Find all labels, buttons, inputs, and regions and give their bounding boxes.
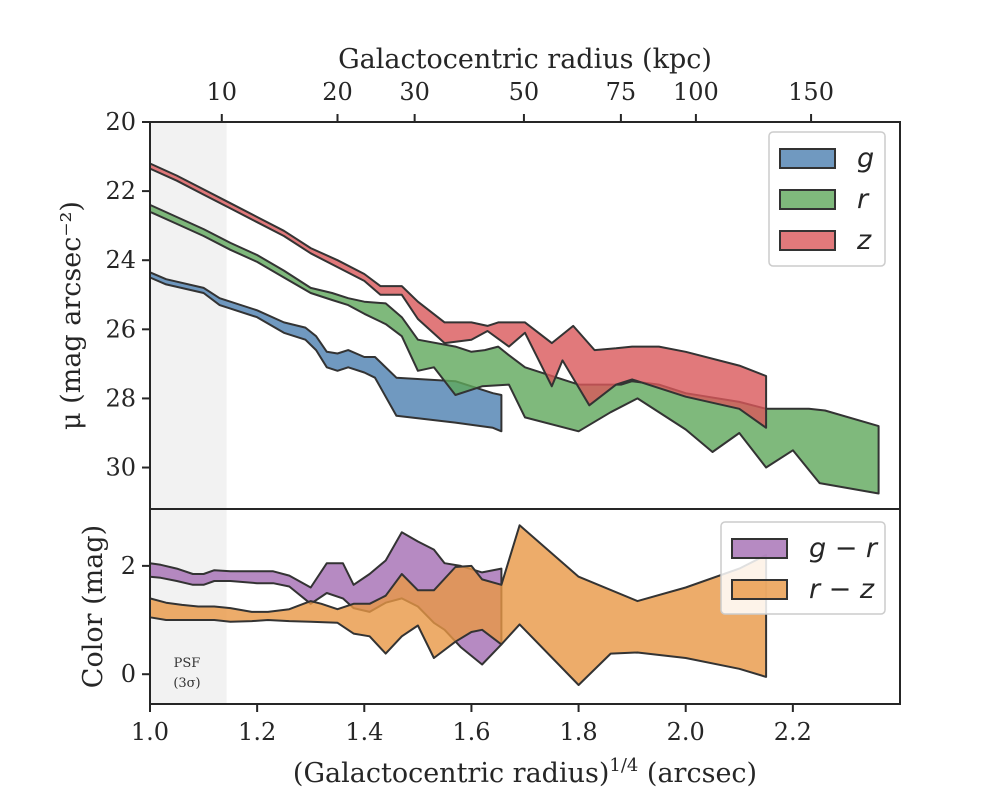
- legend-label: z: [856, 225, 872, 256]
- top-kpc-ticks: 10 20 30 50 75 100 150: [207, 78, 834, 122]
- bottom-y-axis-title: Color (mag): [78, 525, 109, 688]
- bottom-x-tick-label: 1.2: [238, 718, 276, 746]
- bottom-x-tick-label: 1.4: [345, 718, 383, 746]
- top-x-axis-title: Galactocentric radius (kpc): [338, 44, 712, 75]
- color-panel: 02 1.0 1.2 1.4 1.6 1.8 2.0 2.2 (Galactocentric…: [78, 508, 901, 789]
- kpc-tick-label: 30: [399, 78, 430, 106]
- legend-swatch: [779, 189, 836, 210]
- legend-label: g: [857, 143, 874, 174]
- kpc-tick-label: 10: [207, 78, 238, 106]
- top-y-tick-label: 26: [105, 315, 136, 343]
- top-y-tick-label: 28: [105, 384, 136, 412]
- bottom-axes-frame: [149, 508, 901, 705]
- psf-region-top: [150, 122, 227, 509]
- top-legend: grz: [768, 131, 886, 267]
- legend-swatch: [779, 230, 836, 251]
- top-y-tick-label: 20: [105, 108, 136, 136]
- bottom-x-tick-label: 1.6: [452, 718, 490, 746]
- bottom-x-tick-label: 1.0: [131, 718, 169, 746]
- kpc-tick-label: 150: [788, 78, 834, 106]
- bottom-x-axis-title: (Galactocentric radius)1/4 (arcsec): [293, 755, 757, 789]
- legend-label: g − r: [809, 533, 879, 564]
- top-series-group: [149, 162, 880, 495]
- top-y-tick-label: 22: [105, 177, 136, 205]
- psf-annotation-sigma: (3σ): [173, 676, 200, 691]
- band-r: [149, 203, 880, 495]
- kpc-tick-label: 20: [322, 78, 353, 106]
- bottom-y-tick-label: 2: [121, 552, 136, 580]
- top-y-axis-title: μ (mag arcsec⁻²): [56, 201, 87, 430]
- bottom-x-tick-label: 2.0: [667, 718, 705, 746]
- kpc-tick-label: 50: [509, 78, 540, 106]
- bottom-y-ticks: 02: [121, 552, 150, 688]
- bottom-x-tick-label: 2.2: [774, 718, 812, 746]
- bottom-y-tick-label: 0: [121, 660, 136, 688]
- bottom-x-tick-label: 1.8: [559, 718, 597, 746]
- legend-label: r: [857, 184, 870, 215]
- kpc-tick-label: 100: [673, 78, 719, 106]
- top-y-tick-label: 24: [105, 246, 136, 274]
- legend-swatch: [731, 538, 788, 559]
- bottom-legend: g − r r − z: [720, 521, 886, 615]
- band-r-minus-z: [149, 524, 768, 686]
- band-z: [149, 162, 768, 429]
- legend-swatch: [731, 579, 788, 600]
- top-y-tick-label: 30: [105, 454, 136, 482]
- kpc-tick-label: 75: [606, 78, 637, 106]
- psf-annotation-label: PSF: [174, 656, 201, 671]
- top-y-ticks: 20 22 24 26 28 30: [105, 108, 150, 482]
- legend-label: r − z: [809, 574, 875, 605]
- bottom-series-group: [149, 524, 768, 686]
- surface-brightness-panel: 20 22 24 26 28 30 10 20 30 50 75 100 150 Galactocen…: [56, 44, 901, 510]
- band-g: [149, 271, 503, 433]
- bottom-x-ticks: 1.0 1.2 1.4 1.6 1.8 2.0 2.2: [131, 704, 812, 746]
- legend-swatch: [779, 148, 836, 169]
